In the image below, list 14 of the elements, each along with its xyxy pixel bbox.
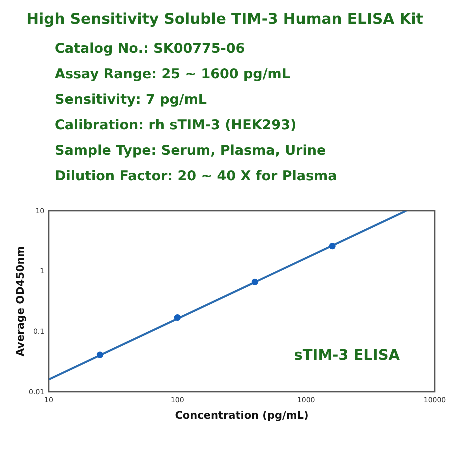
text: Assay Range: 25 ~ 1600 pg/mL [55, 66, 291, 82]
chart-title: High Sensitivity Soluble TIM-3 Human ELISA Kit [26, 11, 424, 28]
x-axis-title: Concentration (pg/mL) [175, 410, 309, 422]
text: Sample Type: Serum, Plasma, Urine [55, 143, 326, 159]
point [252, 278, 258, 286]
text: Catalog No.: SK00775-06 [55, 41, 246, 57]
point [329, 243, 336, 250]
text: Sensitivity: 7 pg/mL [55, 92, 208, 108]
annotation: sTIM-3 ELISA [294, 348, 401, 364]
y-axis-title: Average OD450nm [15, 246, 27, 357]
text: Dilution Factor: 20 ~ 40 X for Plasma [55, 168, 338, 184]
point [174, 314, 181, 322]
point [96, 352, 104, 358]
text: Calibration: rh sTIM-3 (HEK293) [55, 118, 297, 134]
